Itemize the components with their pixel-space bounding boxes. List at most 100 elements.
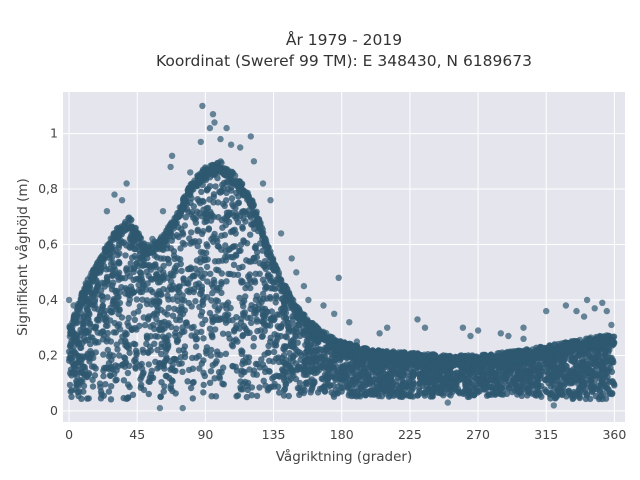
x-tick-label: 0 [65, 427, 73, 442]
scatter-point [110, 299, 118, 307]
scatter-point [125, 381, 132, 388]
scatter-point [147, 347, 155, 354]
scatter-point [115, 294, 122, 301]
x-tick-label: 225 [398, 427, 422, 442]
scatter-point [69, 319, 76, 326]
scatter-point [79, 321, 86, 328]
scatter-point [173, 338, 181, 346]
scatter-point-outlier [520, 324, 527, 331]
scatter-point-outlier [497, 330, 504, 337]
scatter-point [187, 265, 195, 273]
scatter-point [228, 168, 235, 175]
scatter-point [223, 209, 231, 216]
scatter-point [321, 355, 328, 362]
scatter-point [234, 392, 242, 399]
scatter-point [587, 383, 594, 390]
scatter-point [282, 315, 290, 322]
scatter-point [246, 258, 253, 265]
scatter-point [251, 279, 259, 286]
scatter-point [132, 245, 139, 253]
scatter-point [283, 334, 290, 341]
scatter-point [279, 358, 286, 366]
scatter-point [602, 351, 609, 359]
scatter-point [154, 240, 161, 247]
scatter-point [116, 299, 124, 307]
scatter-point [556, 355, 563, 362]
scatter-point [214, 284, 221, 292]
scatter-point [197, 248, 205, 256]
scatter-point [198, 188, 205, 195]
scatter-point [200, 257, 208, 264]
scatter-point-outlier [335, 274, 342, 281]
scatter-point [189, 208, 196, 216]
scatter-point [145, 261, 153, 269]
scatter-point [573, 364, 581, 372]
scatter-point [381, 356, 389, 363]
scatter-point [303, 337, 311, 344]
scatter-point [576, 393, 583, 400]
scatter-point [161, 359, 168, 366]
y-axis-title: Signifikant våghöjd (m) [14, 178, 31, 336]
scatter-point [168, 272, 175, 279]
x-tick-label: 45 [129, 427, 145, 442]
scatter-point [137, 376, 144, 383]
scatter-point [128, 325, 135, 332]
scatter-point [125, 291, 132, 299]
scatter-point [196, 303, 203, 311]
scatter-point [195, 280, 202, 287]
scatter-point [488, 366, 496, 374]
scatter-point [558, 361, 566, 368]
scatter-point [277, 324, 285, 331]
y-tick-label: 0,6 [38, 237, 58, 252]
scatter-point [125, 394, 132, 401]
scatter-point [167, 278, 175, 285]
scatter-point [200, 228, 207, 235]
scatter-point [551, 368, 558, 376]
scatter-point [171, 255, 178, 262]
y-tick-label: 0,4 [38, 292, 58, 307]
scatter-point [157, 324, 164, 332]
scatter-point [576, 360, 583, 367]
scatter-point [135, 235, 143, 243]
scatter-point [215, 305, 223, 312]
scatter-point [187, 384, 195, 392]
scatter-point [251, 254, 258, 261]
scatter-point [91, 266, 98, 273]
scatter-point [307, 348, 314, 356]
scatter-point [448, 354, 455, 361]
y-tick-label: 0,8 [38, 181, 58, 196]
scatter-point [434, 389, 442, 396]
scatter-point [234, 271, 242, 278]
y-tick-label: 0,2 [38, 347, 58, 362]
scatter-point [237, 241, 245, 249]
scatter-point [147, 286, 154, 294]
scatter-point-outlier [159, 208, 167, 215]
scatter-point [230, 203, 237, 210]
scatter-point [98, 292, 106, 300]
scatter-point [378, 393, 385, 400]
scatter-point [212, 326, 219, 333]
scatter-point [109, 267, 117, 274]
scatter-point-outlier [300, 282, 308, 290]
scatter-point [227, 270, 234, 278]
scatter-point [100, 372, 107, 380]
scatter-point [410, 351, 417, 358]
scatter-point [135, 240, 143, 247]
scatter-point [230, 261, 238, 268]
scatter-point-outlier [583, 296, 591, 304]
scatter-point [164, 311, 171, 318]
scatter-point-outlier [603, 307, 610, 315]
scatter-point [214, 351, 221, 358]
scatter-point [261, 364, 268, 372]
scatter-point [605, 365, 612, 373]
scatter-point [312, 323, 320, 330]
scatter-point [104, 294, 111, 301]
scatter-point [510, 383, 518, 390]
scatter-point [194, 242, 201, 250]
x-tick-label: 360 [602, 427, 626, 442]
scatter-point [253, 215, 261, 222]
scatter-point [201, 218, 208, 226]
scatter-point [254, 327, 261, 335]
scatter-point [464, 362, 471, 369]
scatter-point [516, 387, 524, 394]
